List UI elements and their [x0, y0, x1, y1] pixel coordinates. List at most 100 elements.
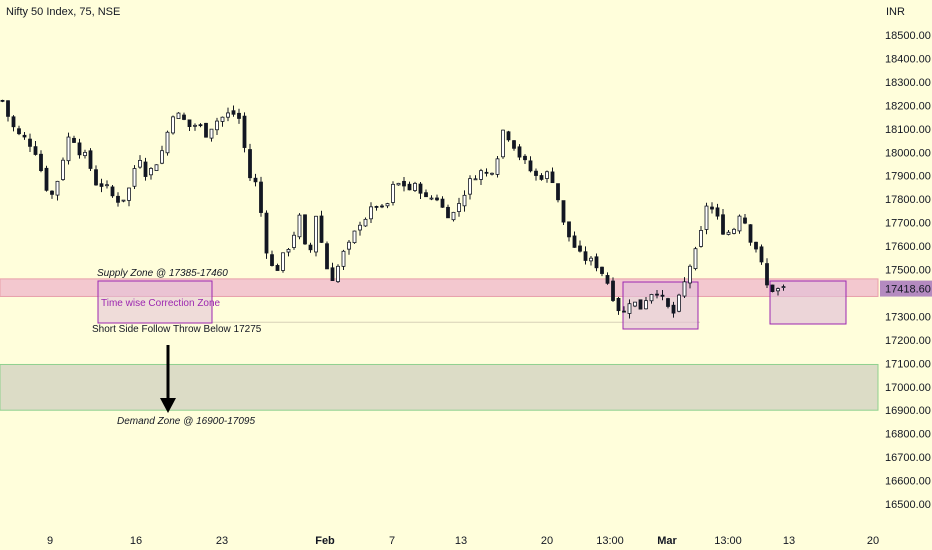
candle-body	[88, 150, 93, 169]
candle-body	[308, 244, 313, 251]
candle	[165, 130, 170, 156]
candle	[259, 176, 263, 217]
candle-body	[484, 171, 489, 174]
candle-body	[671, 304, 676, 314]
candle-body	[572, 235, 577, 248]
candle-body	[209, 128, 214, 139]
y-tick-label: 17700.00	[885, 218, 931, 230]
candle-body	[22, 134, 27, 138]
candle-body	[270, 254, 274, 266]
candle-body	[336, 265, 340, 283]
candle-body	[743, 217, 747, 224]
candle	[539, 173, 544, 181]
chart-title: Nifty 50 Index, 75, NSE	[6, 6, 121, 18]
candle	[655, 289, 659, 299]
candle	[374, 205, 379, 211]
candle-body	[231, 110, 236, 115]
candle-body	[149, 168, 153, 176]
candle-body	[693, 248, 698, 269]
candle	[176, 112, 181, 119]
candle-body	[55, 180, 60, 196]
candle	[462, 190, 467, 212]
candle	[699, 225, 703, 248]
candle	[517, 144, 522, 161]
candle-body	[534, 170, 538, 176]
candle-body	[600, 266, 604, 274]
candle-body	[352, 230, 357, 244]
y-tick-label: 18400.00	[885, 53, 931, 65]
candle	[633, 301, 637, 308]
candle	[187, 119, 192, 132]
candle-body	[583, 251, 588, 261]
candle-body	[627, 303, 632, 314]
candle	[220, 116, 225, 127]
candle-body	[737, 215, 742, 232]
candle	[132, 165, 137, 190]
candle-body	[83, 151, 87, 157]
candle-body	[127, 187, 131, 201]
candle-body	[644, 300, 648, 310]
candle	[66, 132, 71, 165]
candle	[281, 252, 285, 273]
candle	[182, 112, 186, 121]
candle-body	[446, 206, 450, 219]
candle	[6, 100, 10, 122]
candle	[160, 145, 164, 165]
candle-body	[424, 192, 428, 198]
y-tick-label: 17200.00	[885, 335, 931, 347]
candle	[759, 244, 764, 265]
candle	[402, 176, 406, 192]
x-tick-label: 23	[216, 535, 228, 547]
candle-body	[622, 310, 626, 313]
candle-body	[77, 142, 82, 156]
demand-zone	[0, 363, 879, 411]
candle	[347, 239, 351, 255]
candle-body	[385, 203, 390, 207]
candle	[325, 241, 329, 270]
candle	[534, 168, 538, 181]
candle-body	[6, 100, 10, 117]
candle-body	[176, 112, 181, 119]
candle-body	[655, 293, 659, 296]
candle-body	[721, 214, 725, 235]
candle	[270, 250, 274, 267]
candle-body	[715, 207, 720, 217]
arrow-head	[160, 398, 176, 413]
candle-body	[633, 301, 637, 307]
candle	[468, 175, 472, 200]
candle-body	[754, 241, 758, 250]
candle-body	[473, 178, 478, 181]
demand-zone-label: Demand Zone @ 16900-17095	[117, 416, 255, 427]
candle	[765, 258, 769, 289]
candle-body	[215, 120, 219, 131]
candle	[457, 197, 461, 217]
candle-body	[28, 138, 32, 147]
candle-body	[699, 230, 703, 247]
candle-body	[143, 161, 148, 177]
candle-body	[94, 169, 98, 186]
candle-body	[380, 205, 384, 208]
correction-box-label	[97, 280, 213, 324]
candle	[198, 123, 203, 128]
candle	[506, 130, 511, 142]
candle	[721, 208, 725, 235]
candle-body	[105, 184, 109, 187]
candle-body	[0, 99, 5, 102]
candle-body	[66, 136, 71, 162]
candle	[341, 249, 346, 271]
candle-body	[759, 246, 764, 263]
candle	[314, 215, 318, 257]
candle-body	[539, 175, 544, 180]
candle	[72, 135, 76, 144]
candle-body	[226, 112, 230, 118]
candle	[781, 284, 786, 291]
candle-body	[347, 241, 351, 250]
candle	[237, 108, 241, 124]
candle	[369, 202, 373, 223]
candle-body	[132, 168, 137, 187]
candle	[33, 141, 38, 156]
candle	[0, 99, 5, 103]
candle-body	[281, 252, 285, 271]
